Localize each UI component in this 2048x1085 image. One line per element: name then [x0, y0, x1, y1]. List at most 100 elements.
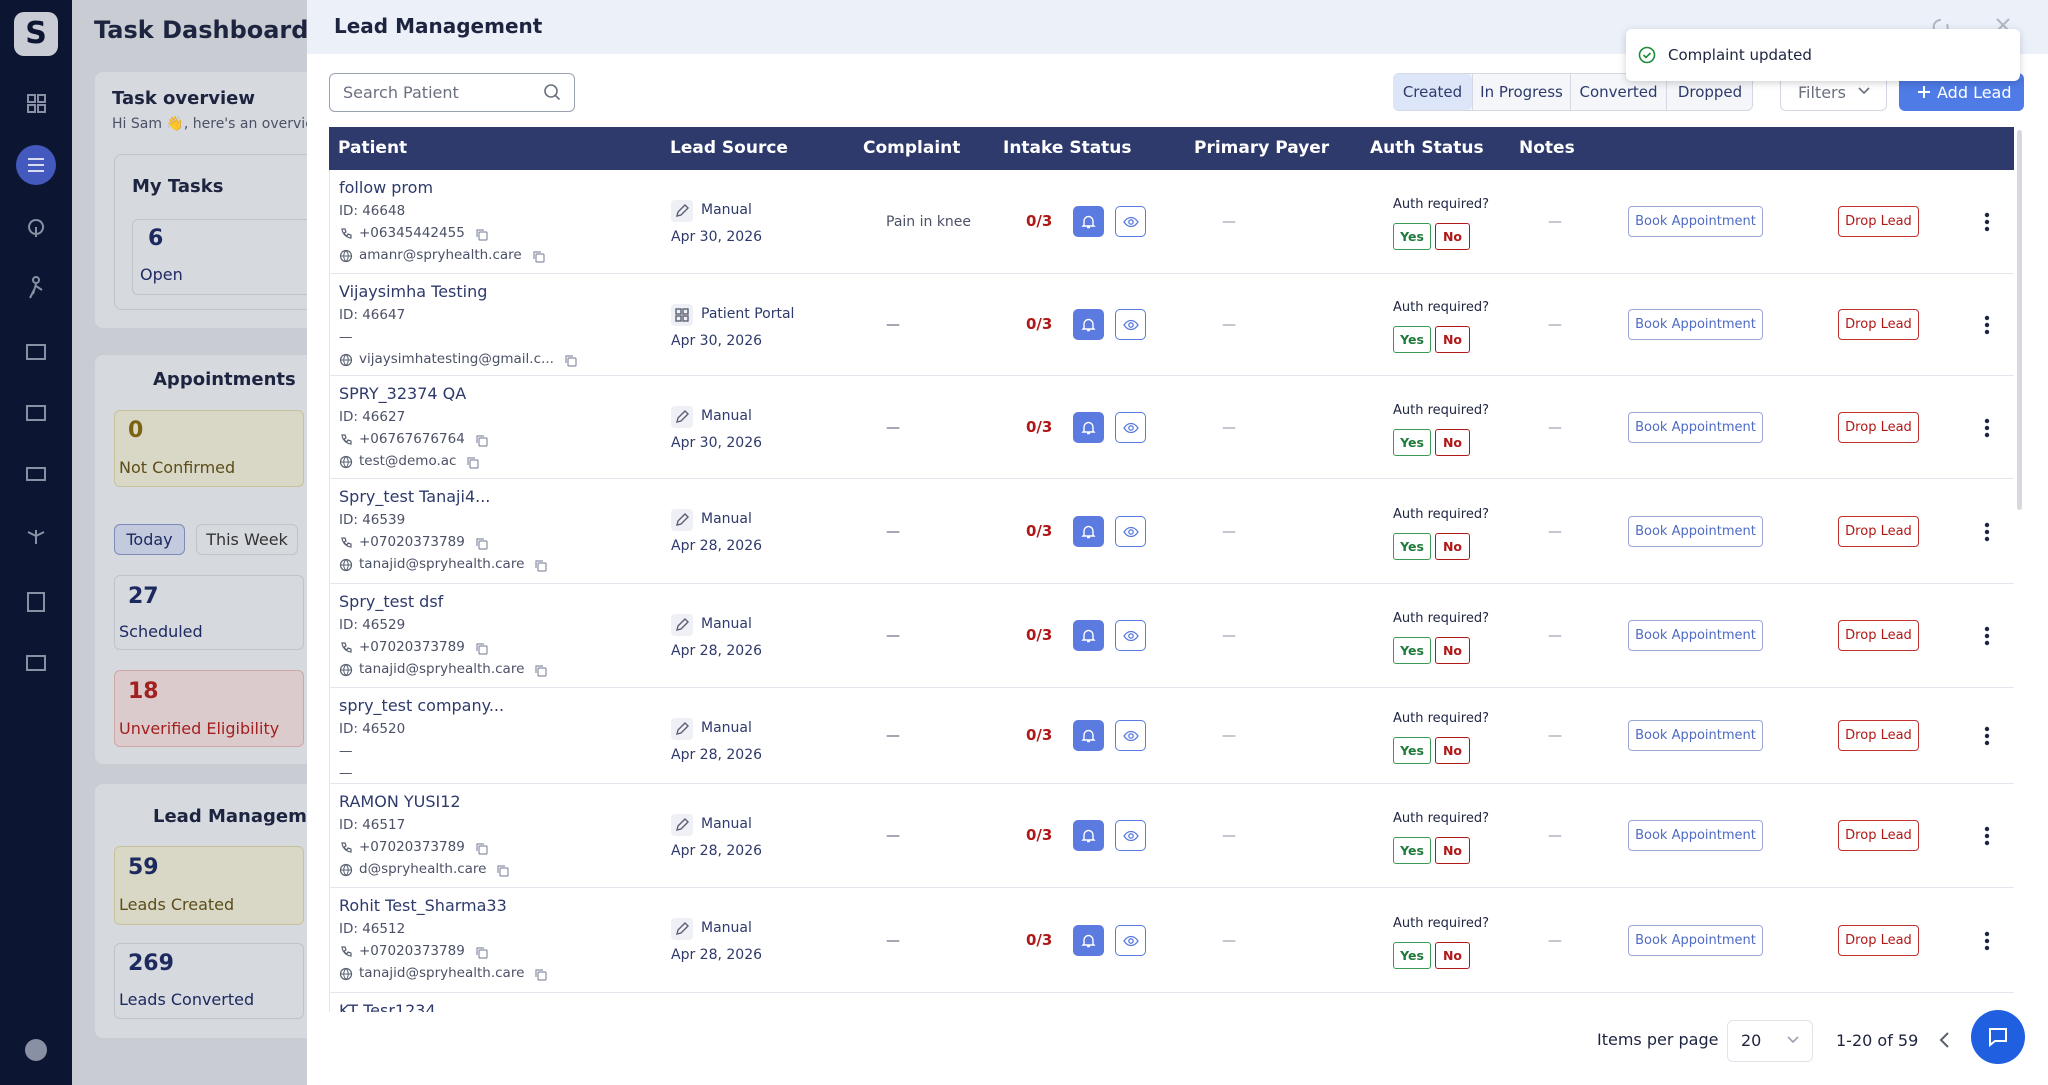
- book-appointment-button[interactable]: Book Appointment: [1628, 206, 1763, 237]
- drop-lead-button[interactable]: Drop Lead: [1838, 620, 1919, 651]
- bell-button[interactable]: [1073, 820, 1104, 851]
- complaint[interactable]: —: [886, 317, 900, 333]
- complaint[interactable]: —: [886, 419, 900, 436]
- lead-source: Manual: [701, 920, 752, 936]
- patient-email: —: [339, 765, 353, 781]
- view-button[interactable]: [1115, 309, 1146, 340]
- complaint[interactable]: —: [886, 728, 900, 744]
- view-button[interactable]: [1115, 820, 1146, 851]
- bell-button[interactable]: [1073, 620, 1104, 651]
- patient-name[interactable]: Vijaysimha Testing: [339, 282, 488, 301]
- auth-yes[interactable]: Yes: [1393, 428, 1431, 456]
- auth-yes[interactable]: Yes: [1393, 737, 1431, 764]
- notes[interactable]: —: [1548, 728, 1562, 744]
- leads-converted-box[interactable]: [114, 943, 304, 1019]
- auth-yes[interactable]: Yes: [1393, 532, 1431, 560]
- status-tab[interactable]: In Progress: [1472, 74, 1570, 110]
- scheduled-box[interactable]: [114, 575, 304, 650]
- book-appointment-button[interactable]: Book Appointment: [1628, 309, 1763, 340]
- patient-name[interactable]: KT Tesr1234: [339, 1001, 436, 1013]
- lead-date: Apr 28, 2026: [671, 538, 763, 554]
- notes[interactable]: —: [1548, 932, 1562, 949]
- status-tab[interactable]: Converted: [1570, 74, 1666, 110]
- view-button-shape: [1123, 730, 1139, 742]
- complaint[interactable]: —: [886, 828, 900, 844]
- notes[interactable]: —: [1548, 214, 1562, 230]
- book-appointment-button[interactable]: Book Appointment: [1628, 620, 1763, 651]
- auth-yes[interactable]: Yes: [1393, 637, 1431, 664]
- lead-date: Apr 30, 2026: [671, 229, 763, 245]
- bell-button[interactable]: [1073, 924, 1104, 956]
- view-button-shape: [1123, 935, 1139, 946]
- leads-created-box[interactable]: [114, 846, 304, 925]
- patient-name[interactable]: Spry_test dsf: [339, 592, 444, 611]
- view-button[interactable]: [1115, 206, 1146, 237]
- prev-page[interactable]: [1937, 1031, 1951, 1049]
- drop-lead-button[interactable]: Drop Lead: [1838, 924, 1919, 956]
- patient-name[interactable]: follow prom: [339, 178, 434, 197]
- scrollbar[interactable]: [2017, 130, 2022, 510]
- bell-button[interactable]: [1073, 515, 1104, 547]
- auth-yes[interactable]: Yes: [1393, 837, 1431, 864]
- view-button[interactable]: [1115, 720, 1146, 751]
- notes[interactable]: —: [1548, 523, 1562, 540]
- complaint[interactable]: —: [886, 628, 900, 644]
- book-appointment-button[interactable]: Book Appointment: [1628, 411, 1763, 443]
- view-button[interactable]: [1115, 924, 1146, 956]
- phone-icon-shape: [341, 946, 352, 957]
- auth-no[interactable]: No: [1435, 637, 1470, 664]
- auth-no[interactable]: No: [1435, 837, 1470, 864]
- drop-lead-button[interactable]: Drop Lead: [1838, 515, 1919, 547]
- search-box[interactable]: [329, 73, 575, 112]
- unverified-box[interactable]: [114, 670, 304, 747]
- drop-lead-button[interactable]: Drop Lead: [1838, 309, 1919, 340]
- view-button[interactable]: [1115, 515, 1146, 547]
- complaint[interactable]: —: [886, 932, 900, 949]
- logo[interactable]: S: [14, 12, 58, 56]
- notes[interactable]: —: [1548, 317, 1562, 333]
- auth-no[interactable]: No: [1435, 223, 1470, 250]
- drop-lead-button[interactable]: Drop Lead: [1838, 720, 1919, 751]
- not-confirmed-box[interactable]: [114, 410, 304, 487]
- per-page-select[interactable]: [1727, 1020, 1813, 1062]
- view-button[interactable]: [1115, 620, 1146, 651]
- notes[interactable]: —: [1548, 628, 1562, 644]
- book-appointment-button[interactable]: Book Appointment: [1628, 820, 1763, 851]
- auth-no[interactable]: No: [1435, 532, 1470, 560]
- auth-yes[interactable]: Yes: [1393, 941, 1431, 969]
- count: 6: [148, 226, 164, 251]
- complaint[interactable]: Pain in knee: [886, 214, 972, 230]
- bell-button[interactable]: [1073, 206, 1104, 237]
- drop-lead-button[interactable]: Drop Lead: [1838, 206, 1919, 237]
- patient-name[interactable]: Spry_test Tanaji4...: [339, 487, 491, 506]
- auth-no[interactable]: No: [1435, 326, 1470, 353]
- column-header: Auth Status: [1370, 138, 1484, 158]
- auth-yes[interactable]: Yes: [1393, 223, 1431, 250]
- book-appointment-button[interactable]: Book Appointment: [1628, 924, 1763, 956]
- patient-name[interactable]: Rohit Test_Sharma33: [339, 896, 507, 915]
- tab[interactable]: This Week: [196, 524, 298, 555]
- complaint[interactable]: —: [886, 523, 900, 540]
- auth-no[interactable]: No: [1435, 737, 1470, 764]
- drop-lead-button[interactable]: Drop Lead: [1838, 411, 1919, 443]
- notes[interactable]: —: [1548, 419, 1562, 436]
- patient-name[interactable]: SPRY_32374 QA: [339, 384, 467, 403]
- bell-button[interactable]: [1073, 309, 1104, 340]
- auth-no[interactable]: No: [1435, 428, 1470, 456]
- patient-name[interactable]: spry_test company...: [339, 696, 505, 715]
- lead-source: Manual: [701, 616, 752, 632]
- auth-yes[interactable]: Yes: [1393, 326, 1431, 353]
- view-button[interactable]: [1115, 411, 1146, 443]
- book-appointment-button[interactable]: Book Appointment: [1628, 515, 1763, 547]
- auth-no[interactable]: No: [1435, 941, 1470, 969]
- bell-button[interactable]: [1073, 720, 1104, 751]
- book-appointment-button[interactable]: Book Appointment: [1628, 720, 1763, 751]
- status-tab[interactable]: Dropped: [1666, 74, 1753, 110]
- bell-button[interactable]: [1073, 411, 1104, 443]
- drop-lead-button[interactable]: Drop Lead: [1838, 820, 1919, 851]
- notes[interactable]: —: [1548, 828, 1562, 844]
- tab[interactable]: Today: [114, 524, 185, 555]
- patient-name[interactable]: RAMON YUSI12: [339, 792, 461, 811]
- chat-button[interactable]: [1971, 1010, 2025, 1064]
- status-tab[interactable]: Created: [1393, 74, 1472, 110]
